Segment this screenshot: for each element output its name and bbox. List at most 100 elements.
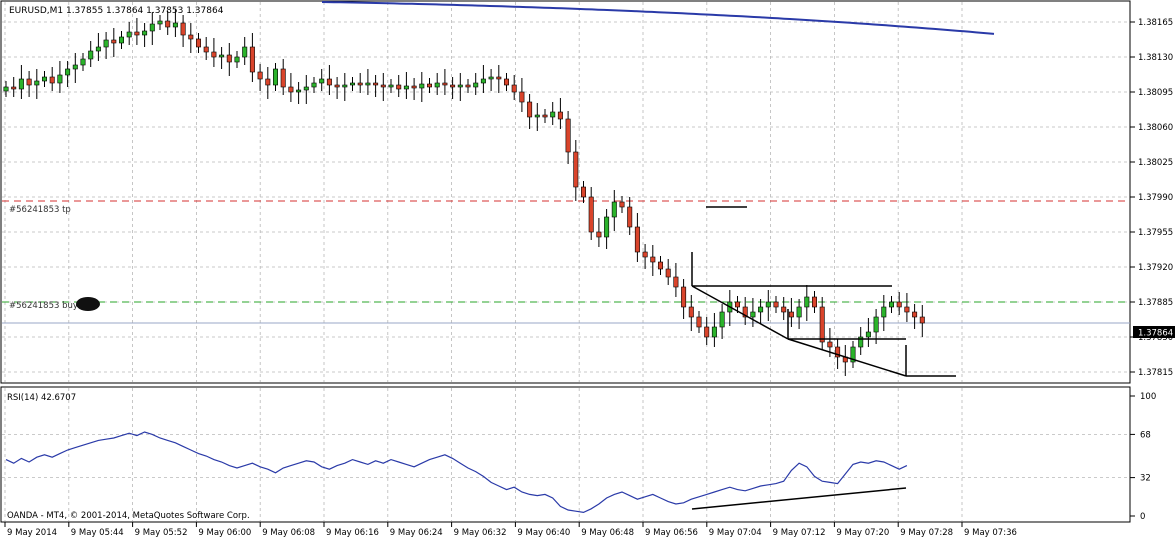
current-price-label: 1.37864 bbox=[1138, 329, 1173, 339]
price-tick-label: 1.37885 bbox=[1138, 298, 1173, 308]
rsi-axis: 100 68 32 0 bbox=[1130, 392, 1156, 522]
time-tick-label: 9 May 07:04 bbox=[709, 528, 762, 538]
buy-line-label: #56241853 buy bbox=[9, 301, 78, 311]
time-tick-label: 9 May 06:00 bbox=[198, 528, 251, 538]
time-tick-label: 9 May 05:44 bbox=[71, 528, 124, 538]
rsi-tick-label: 0 bbox=[1140, 512, 1145, 522]
candlesticks bbox=[3, 9, 925, 376]
candle-bull bbox=[157, 20, 163, 25]
price-tick-label: 1.38130 bbox=[1138, 53, 1173, 63]
candle-bear bbox=[288, 86, 294, 93]
candle-bear bbox=[896, 301, 902, 308]
candle-bull bbox=[365, 82, 371, 86]
candle-bear bbox=[396, 84, 402, 90]
candle-bear bbox=[904, 306, 910, 313]
candle-bear bbox=[11, 86, 17, 90]
candle-bull bbox=[611, 201, 617, 218]
time-tick-label: 9 May 07:28 bbox=[900, 528, 953, 538]
price-panel[interactable] bbox=[0, 0, 1131, 384]
candle-bear bbox=[542, 114, 548, 118]
candle-bear bbox=[411, 85, 417, 89]
candle-bear bbox=[788, 311, 794, 318]
time-tick-label: 9 May 06:08 bbox=[262, 528, 315, 538]
rsi-panel[interactable] bbox=[0, 386, 1131, 523]
candle-bear bbox=[619, 201, 625, 208]
candle-bull bbox=[850, 346, 856, 363]
candle-bull bbox=[41, 76, 47, 82]
candle-bull bbox=[804, 296, 810, 308]
price-tick-label: 1.38060 bbox=[1138, 123, 1173, 133]
candle-bull bbox=[473, 82, 479, 88]
moving-average-line bbox=[321, 1, 995, 35]
rsi-tick-label: 68 bbox=[1140, 430, 1151, 440]
candle-bull bbox=[80, 58, 86, 66]
candle-bull bbox=[72, 64, 78, 70]
candle-bear bbox=[811, 296, 817, 308]
candle-bear bbox=[280, 68, 286, 88]
time-tick-label: 9 May 07:36 bbox=[964, 528, 1017, 538]
candle-bear bbox=[742, 306, 748, 318]
candle-bear bbox=[511, 84, 517, 93]
candle-bull bbox=[457, 84, 463, 88]
candle-bull bbox=[319, 78, 325, 84]
rsi-grid bbox=[2, 388, 1130, 521]
candle-bear bbox=[580, 186, 586, 198]
price-tick-label: 1.37955 bbox=[1138, 228, 1173, 238]
candle-bull bbox=[57, 74, 63, 84]
candle-bull bbox=[342, 84, 348, 88]
trendlines[interactable] bbox=[691, 206, 956, 510]
candle-bear bbox=[519, 91, 525, 103]
candle-bear bbox=[912, 311, 918, 318]
time-tick-label: 9 May 06:56 bbox=[645, 528, 698, 538]
candle-bear bbox=[696, 316, 702, 328]
tp-line-label: #56241853 tp bbox=[9, 205, 71, 215]
candle-bull bbox=[604, 216, 610, 238]
time-tick-label: 9 May 07:20 bbox=[836, 528, 889, 538]
candle-bull bbox=[119, 36, 125, 44]
candle-bear bbox=[565, 118, 571, 153]
candle-bear bbox=[573, 151, 579, 188]
candle-bear bbox=[203, 46, 209, 53]
price-tick-label: 1.37920 bbox=[1138, 263, 1173, 273]
time-tick-label: 9 May 06:48 bbox=[581, 528, 634, 538]
candle-bear bbox=[596, 231, 602, 238]
candle-bear bbox=[588, 196, 594, 233]
trendline-wedge-upper[interactable] bbox=[691, 285, 789, 340]
candle-bear bbox=[503, 78, 509, 86]
candle-bull bbox=[719, 311, 725, 328]
candle-bear bbox=[196, 38, 202, 48]
candle-bear bbox=[226, 54, 232, 63]
candle-bull bbox=[103, 39, 109, 48]
candle-bear bbox=[634, 226, 640, 253]
candle-bear bbox=[26, 78, 32, 86]
candle-bear bbox=[704, 326, 710, 338]
candle-bull bbox=[303, 86, 309, 91]
candle-bear bbox=[781, 306, 787, 313]
current-price-marker: 1.37864 bbox=[1133, 326, 1175, 339]
candle-bull bbox=[711, 326, 717, 338]
rsi-divergence-line[interactable] bbox=[691, 487, 907, 510]
candle-bear bbox=[373, 82, 379, 86]
candle-bull bbox=[34, 80, 40, 86]
candle-bear bbox=[450, 84, 456, 88]
candle-bull bbox=[750, 311, 756, 318]
candle-bull bbox=[311, 82, 317, 88]
candle-bull bbox=[534, 114, 540, 118]
candle-bull bbox=[296, 89, 302, 93]
candle-bull bbox=[126, 31, 132, 38]
time-axis: 9 May 2014 9 May 05:44 9 May 05:52 9 May 06… bbox=[4, 522, 1017, 538]
candle-bear bbox=[650, 256, 656, 263]
candle-bear bbox=[211, 51, 217, 58]
candle-bear bbox=[111, 39, 117, 44]
candle-bull bbox=[272, 68, 278, 86]
candle-bull bbox=[149, 23, 155, 32]
candle-bull bbox=[858, 336, 864, 348]
price-tick-label: 1.37815 bbox=[1138, 368, 1173, 378]
candle-bear bbox=[257, 71, 263, 80]
candle-bull bbox=[234, 56, 240, 63]
candle-bull bbox=[796, 306, 802, 318]
candle-bull bbox=[881, 306, 887, 318]
trendline-wedge-lower[interactable] bbox=[787, 338, 907, 377]
order-lines[interactable]: #56241853 tp #56241853 buy bbox=[2, 200, 1130, 311]
